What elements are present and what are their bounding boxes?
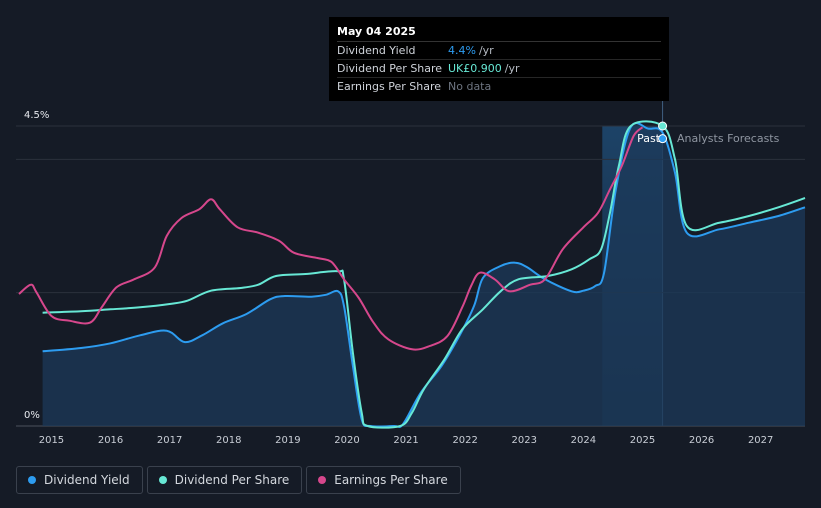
x-tick-label: 2019 (275, 435, 300, 446)
y-tick-label: 0% (24, 410, 40, 421)
legend-label: Dividend Yield (44, 473, 130, 487)
tooltip-label: Dividend Per Share (337, 62, 443, 75)
tooltip: May 04 2025 Dividend Yield 4.4% /yr Divi… (329, 17, 669, 101)
x-tick-label: 2025 (630, 435, 655, 446)
x-tick-label: 2024 (571, 435, 596, 446)
tooltip-value: 4.4% (448, 44, 476, 57)
x-tick-label: 2020 (334, 435, 359, 446)
dividend-per-share-dot-icon (158, 476, 167, 484)
tooltip-label: Dividend Yield (337, 44, 416, 57)
tooltip-unit: /yr (478, 44, 494, 57)
x-tick-label: 2015 (39, 435, 64, 446)
x-tick-label: 2026 (689, 435, 714, 446)
tooltip-row-earnings-per-share: Earnings Per Share No data (337, 78, 661, 95)
past-label: Past (637, 132, 661, 145)
dividend-yield-line (42, 122, 806, 429)
x-tick-label: 2021 (393, 435, 418, 446)
dividend-yield-marker (658, 134, 668, 144)
y-tick-label: 4.5% (24, 110, 49, 121)
x-tick-label: 2023 (512, 435, 537, 446)
x-tick-label: 2017 (157, 435, 182, 446)
earnings-per-share-dot-icon (318, 476, 327, 484)
x-tick-label: 2016 (98, 435, 123, 446)
dividend-per-share-marker (658, 121, 668, 131)
x-tick-label: 2018 (216, 435, 241, 446)
x-tick-label: 2027 (748, 435, 773, 446)
dividend-yield-dot-icon (28, 476, 36, 484)
legend-label: Earnings Per Share (334, 473, 448, 487)
tooltip-row-dividend-yield: Dividend Yield 4.4% /yr (337, 42, 661, 60)
earnings-per-share-line (18, 126, 644, 351)
tooltip-value: No data (448, 80, 492, 93)
tooltip-date: May 04 2025 (337, 23, 661, 42)
dividend-yield-area (42, 122, 806, 428)
legend-item-dividend-yield[interactable]: Dividend Yield (16, 466, 143, 494)
legend-label: Dividend Per Share (174, 473, 290, 487)
tooltip-label: Earnings Per Share (337, 80, 442, 93)
legend-item-dividend-per-share[interactable]: Dividend Per Share (146, 466, 303, 494)
tooltip-row-dividend-per-share: Dividend Per Share UK£0.900 /yr (337, 60, 661, 78)
legend-item-earnings-per-share[interactable]: Earnings Per Share (306, 466, 461, 494)
tooltip-unit: /yr (504, 62, 520, 75)
legend: Dividend Yield Dividend Per Share Earnin… (16, 466, 461, 494)
x-tick-label: 2022 (452, 435, 477, 446)
analysts-forecasts-label: Analysts Forecasts (677, 132, 780, 145)
tooltip-value: UK£0.900 (448, 62, 502, 75)
